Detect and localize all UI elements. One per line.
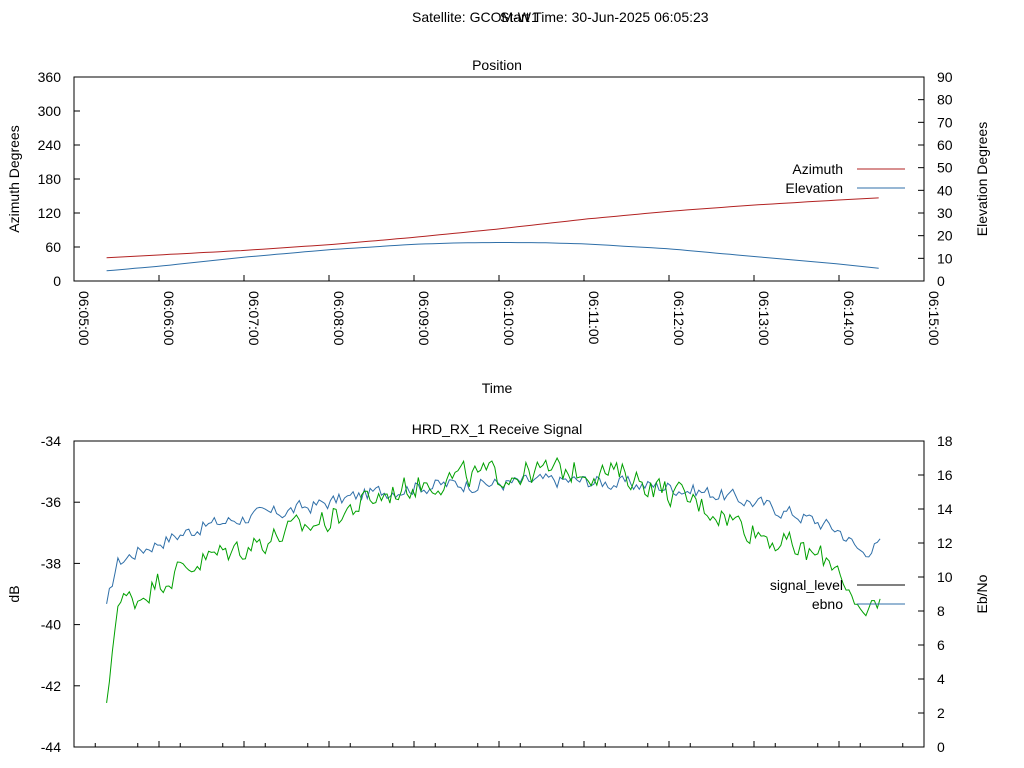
position-chart-title: Position [472, 57, 522, 73]
x-tick-label: 06:14:00 [841, 291, 857, 346]
start-time-label: Start Time: 30-Jun-2025 06:05:23 [500, 9, 709, 25]
y-tick-label: -42 [41, 678, 61, 694]
signal-series [106, 456, 881, 703]
y2-tick-label: 0 [937, 273, 945, 289]
x-tick-label: 06:05:00 [76, 291, 92, 346]
position-legend: Azimuth Elevation [785, 161, 905, 196]
signal-legend: signal_level ebno [770, 577, 905, 612]
y-tick-label: -44 [41, 739, 61, 755]
y-tick-label: 360 [38, 69, 62, 85]
x-tick-label: 06:06:00 [161, 291, 177, 346]
y2-tick-label: 80 [937, 92, 953, 108]
y2-tick-label: 70 [937, 114, 953, 130]
y-tick-label: -40 [41, 617, 61, 633]
x-tick-label: 06:07:00 [246, 291, 262, 346]
signal-plot-frame [73, 440, 925, 748]
y2-tick-label: 60 [937, 137, 953, 153]
position-y2-axis-label: Elevation Degrees [974, 122, 990, 236]
series-signal_level-line [106, 473, 881, 604]
signal-chart-title: HRD_RX_1 Receive Signal [412, 421, 582, 437]
x-tick-label: 06:11:00 [586, 291, 602, 345]
y2-tick-label: 10 [937, 250, 953, 266]
position-series [106, 197, 879, 272]
x-tick-label: 06:12:00 [671, 291, 687, 346]
y2-tick-label: 40 [937, 182, 953, 198]
signal-axes: -44 -42 -40 -38 -36 -34 0 2 4 6 8 10 12 14 16 18 [41, 433, 953, 755]
y2-tick-label: 4 [937, 671, 945, 687]
position-x-axis-label: Time [482, 380, 513, 396]
legend-elevation-label: Elevation [785, 180, 843, 196]
y2-tick-label: 0 [937, 739, 945, 755]
y2-tick-label: 8 [937, 603, 945, 619]
x-tick-label: 06:15:00 [926, 291, 942, 346]
y2-tick-label: 12 [937, 535, 953, 551]
y2-tick-label: 6 [937, 637, 945, 653]
x-tick-label: 06:13:00 [756, 291, 772, 346]
y2-tick-label: 10 [937, 569, 953, 585]
legend-ebno-label: ebno [812, 596, 843, 612]
y-tick-label: 180 [38, 171, 62, 187]
satellite-label: Satellite: GCOM-W1 [412, 9, 539, 25]
y-tick-label: -34 [41, 433, 61, 449]
y2-tick-label: 14 [937, 501, 953, 517]
x-tick-label: 06:10:00 [501, 291, 517, 346]
y2-tick-label: 30 [937, 205, 953, 221]
series-Elevation-line [106, 242, 879, 272]
y2-tick-label: 50 [937, 160, 953, 176]
y-tick-label: 0 [53, 273, 61, 289]
position-y-axis-label: Azimuth Degrees [6, 125, 22, 232]
x-tick-label: 06:08:00 [331, 291, 347, 346]
legend-signal-level-label: signal_level [770, 577, 843, 593]
legend-azimuth-label: Azimuth [792, 161, 843, 177]
y-tick-label: 120 [38, 205, 62, 221]
y2-tick-label: 90 [937, 69, 953, 85]
y2-tick-label: 20 [937, 228, 953, 244]
y-tick-label: 300 [38, 103, 62, 119]
y-tick-label: -38 [41, 555, 61, 571]
signal-y-axis-label: dB [6, 585, 22, 602]
y2-tick-label: 18 [937, 433, 953, 449]
y-tick-label: 240 [38, 137, 62, 153]
series-Azimuth-line [106, 197, 879, 259]
y-tick-label: 60 [45, 239, 61, 255]
position-axes: 0 60 120 180 240 300 360 0 10 20 30 40 50 60 70 80 90 06:… [38, 69, 953, 346]
y-tick-label: -36 [41, 494, 61, 510]
x-tick-label: 06:09:00 [416, 291, 432, 346]
series-ebno-line [106, 456, 881, 703]
y2-tick-label: 2 [937, 705, 945, 721]
y2-tick-label: 16 [937, 467, 953, 483]
position-plot-frame [73, 76, 925, 282]
signal-y2-axis-label: Eb/No [974, 574, 990, 613]
